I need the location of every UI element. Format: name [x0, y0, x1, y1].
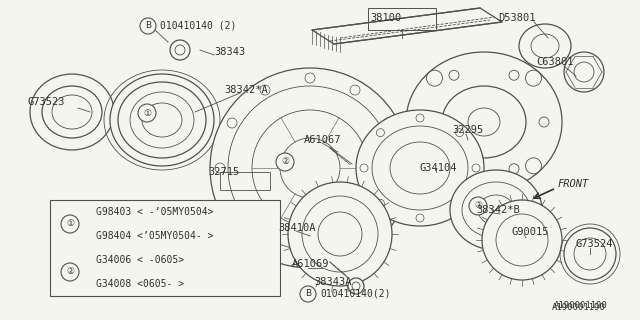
Ellipse shape — [356, 110, 484, 226]
Circle shape — [210, 68, 410, 268]
Text: G90015: G90015 — [512, 227, 550, 237]
Circle shape — [61, 263, 79, 281]
Circle shape — [469, 197, 487, 215]
Circle shape — [564, 228, 616, 280]
Text: D53801: D53801 — [498, 13, 536, 23]
Text: ①: ① — [143, 108, 151, 117]
Text: 38342*A: 38342*A — [224, 85, 268, 95]
Text: C63801: C63801 — [536, 57, 573, 67]
Text: A190001190: A190001190 — [552, 303, 605, 313]
Text: G98404 <’05MY0504- >: G98404 <’05MY0504- > — [96, 231, 214, 241]
Text: ②: ② — [66, 268, 74, 276]
Text: 38100: 38100 — [370, 13, 401, 23]
Circle shape — [170, 40, 190, 60]
Text: 32715: 32715 — [208, 167, 239, 177]
Text: 38343: 38343 — [214, 47, 245, 57]
Bar — [50, 200, 280, 296]
Text: G34006 < -0605>: G34006 < -0605> — [96, 255, 184, 265]
Text: ①: ① — [66, 220, 74, 228]
Ellipse shape — [30, 74, 114, 150]
Circle shape — [140, 18, 156, 34]
Circle shape — [564, 52, 604, 92]
Text: G73524: G73524 — [576, 239, 614, 249]
Circle shape — [300, 286, 316, 302]
Text: 38342*B: 38342*B — [476, 205, 520, 215]
Text: A61067: A61067 — [304, 135, 342, 145]
Ellipse shape — [110, 74, 214, 166]
Text: G34104: G34104 — [420, 163, 458, 173]
Circle shape — [482, 200, 562, 280]
Circle shape — [348, 278, 364, 294]
Circle shape — [138, 104, 156, 122]
Ellipse shape — [406, 52, 562, 192]
Ellipse shape — [450, 170, 542, 250]
Text: A61069: A61069 — [292, 259, 330, 269]
Polygon shape — [312, 8, 502, 44]
Text: G98403 < -’05MY0504>: G98403 < -’05MY0504> — [96, 207, 214, 217]
Circle shape — [276, 153, 294, 171]
Text: 010410140 (2): 010410140 (2) — [160, 21, 236, 31]
Bar — [368, 8, 436, 30]
Text: 38410A: 38410A — [278, 223, 316, 233]
Text: ②: ② — [474, 202, 482, 211]
Text: G34008 <0605- >: G34008 <0605- > — [96, 279, 184, 289]
Text: G73523: G73523 — [28, 97, 65, 107]
Text: 38343A: 38343A — [314, 277, 351, 287]
Text: 010410140(2): 010410140(2) — [320, 289, 390, 299]
Text: ②: ② — [281, 157, 289, 166]
Circle shape — [288, 182, 392, 286]
Text: FRONT: FRONT — [558, 179, 589, 189]
Bar — [220, 172, 270, 190]
Text: B: B — [145, 21, 151, 30]
Text: B: B — [305, 290, 311, 299]
Ellipse shape — [519, 24, 571, 68]
Circle shape — [61, 215, 79, 233]
Text: A190001190: A190001190 — [554, 301, 608, 310]
Text: 32295: 32295 — [452, 125, 483, 135]
